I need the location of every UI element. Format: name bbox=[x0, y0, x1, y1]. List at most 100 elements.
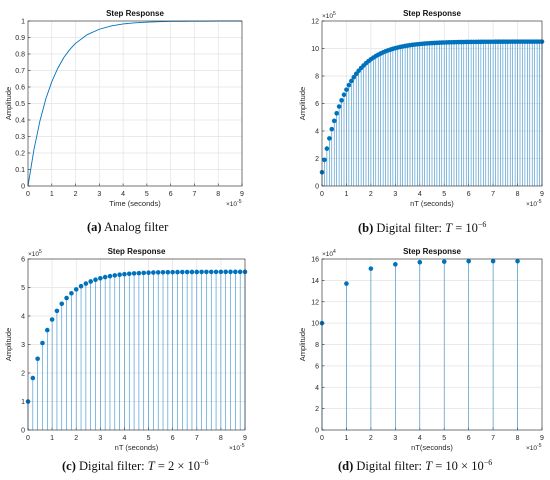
x-tick-label: 4 bbox=[418, 191, 422, 198]
stem-marker bbox=[351, 74, 357, 80]
y-tick-label: 10 bbox=[311, 321, 319, 328]
x-tick-label: 9 bbox=[240, 191, 244, 198]
caption-b-exp: −6 bbox=[477, 220, 487, 229]
y-tick-label: 1 bbox=[21, 19, 25, 26]
y-exponent-power: 5 bbox=[333, 11, 336, 17]
x-tick-label: 7 bbox=[491, 191, 495, 198]
x-tick-label: 6 bbox=[467, 191, 471, 198]
x-exponent-power: -5 bbox=[537, 199, 542, 205]
x-tick-label: 1 bbox=[344, 191, 348, 198]
y-tick-label: 0.3 bbox=[15, 134, 25, 141]
x-tick-label: 8 bbox=[219, 435, 223, 442]
stem-marker bbox=[136, 270, 142, 276]
y-tick-label: 10 bbox=[311, 46, 319, 53]
stem-marker bbox=[213, 269, 219, 275]
y-exponent-base: ×10 bbox=[322, 251, 333, 258]
stem-marker bbox=[353, 71, 359, 77]
x-tick-label: 7 bbox=[491, 435, 495, 442]
axes-frame bbox=[27, 258, 246, 431]
y-tick-label: 0 bbox=[315, 184, 319, 191]
x-tick-label: 0 bbox=[320, 191, 324, 198]
x-exponent-power: -5 bbox=[237, 199, 242, 205]
y-axis-label: Amplitude bbox=[4, 87, 13, 120]
chart-title: Step Response bbox=[108, 247, 166, 256]
y-tick-label: 12 bbox=[311, 19, 319, 26]
stem-marker bbox=[194, 269, 200, 275]
x-tick-label: 2 bbox=[74, 191, 78, 198]
stem-marker bbox=[88, 279, 93, 284]
x-tick-label: 6 bbox=[171, 435, 175, 442]
caption-a-text: Analog filter bbox=[104, 220, 169, 234]
y-tick-label: 0 bbox=[21, 184, 25, 191]
stem-marker bbox=[324, 146, 330, 151]
stem-marker bbox=[237, 269, 243, 275]
x-tick-label: 5 bbox=[145, 191, 149, 198]
x-tick-label: 8 bbox=[516, 191, 520, 198]
x-tick-label: 6 bbox=[169, 191, 173, 198]
stem-marker bbox=[83, 281, 89, 286]
y-tick-label: 6 bbox=[315, 363, 319, 370]
x-tick-label: 9 bbox=[540, 435, 544, 442]
y-axis-exponent: ×104 bbox=[322, 249, 336, 258]
stem-marker bbox=[122, 271, 127, 277]
x-axis-label: nT(seconds) bbox=[411, 443, 453, 452]
stem-marker bbox=[107, 273, 113, 279]
axes-frame bbox=[27, 20, 243, 187]
stem-marker bbox=[208, 269, 214, 275]
y-tick-label: 12 bbox=[311, 299, 319, 306]
stem-marker bbox=[336, 104, 342, 109]
y-tick-label: 0.7 bbox=[15, 68, 25, 75]
stem-marker bbox=[199, 269, 204, 275]
caption-d-eq: = 10 × 10 bbox=[432, 459, 484, 474]
stem-marker bbox=[44, 327, 50, 333]
x-tick-label: 1 bbox=[50, 191, 54, 198]
y-exponent-power: 5 bbox=[39, 249, 42, 255]
x-tick-label: 2 bbox=[369, 191, 373, 198]
y-tick-label: 4 bbox=[315, 385, 319, 392]
stem-marker bbox=[233, 269, 238, 275]
stem-marker bbox=[64, 295, 69, 301]
stem-marker bbox=[49, 317, 55, 322]
stem-marker bbox=[331, 118, 337, 124]
y-tick-label: 8 bbox=[315, 74, 319, 81]
y-tick-label: 0.8 bbox=[15, 52, 25, 59]
x-tick-label: 3 bbox=[393, 191, 397, 198]
stem-marker bbox=[329, 126, 335, 132]
stem-marker bbox=[117, 272, 122, 278]
y-tick-label: 0.2 bbox=[15, 151, 25, 158]
stem-marker bbox=[339, 98, 344, 103]
y-tick-label: 0 bbox=[315, 428, 319, 435]
x-exponent-base: ×10 bbox=[229, 445, 240, 452]
x-tick-label: 3 bbox=[393, 435, 397, 442]
stem-marker bbox=[78, 283, 84, 289]
stem-marker bbox=[189, 269, 195, 275]
stem-marker bbox=[322, 157, 327, 163]
stem-marker bbox=[93, 277, 98, 283]
stem-marker bbox=[180, 269, 185, 275]
y-exponent-base: ×10 bbox=[28, 251, 39, 258]
stem-marker bbox=[59, 301, 65, 307]
x-tick-label: 2 bbox=[74, 435, 78, 442]
x-exponent-base: ×10 bbox=[526, 445, 537, 452]
stem-marker bbox=[218, 269, 224, 275]
stem-marker bbox=[368, 266, 374, 271]
caption-b: (b) Digital filter: T = 10−6 bbox=[358, 220, 486, 236]
stem-marker bbox=[228, 269, 233, 275]
x-tick-label: 2 bbox=[369, 435, 373, 442]
x-tick-label: 5 bbox=[442, 435, 446, 442]
x-tick-label: 0 bbox=[26, 435, 30, 442]
x-tick-label: 4 bbox=[122, 435, 126, 442]
x-tick-label: 9 bbox=[540, 191, 544, 198]
x-exponent-base: ×10 bbox=[526, 201, 537, 208]
x-tick-label: 8 bbox=[516, 435, 520, 442]
stem-marker bbox=[126, 271, 132, 277]
caption-d-label: (d) bbox=[338, 459, 354, 474]
stem-marker bbox=[346, 82, 352, 88]
x-axis-label: Time (seconds) bbox=[109, 199, 161, 208]
stem-marker bbox=[515, 258, 520, 264]
stem-marker bbox=[327, 136, 332, 141]
x-tick-label: 4 bbox=[121, 191, 125, 198]
caption-d-text: Digital filter: bbox=[356, 459, 426, 474]
caption-d-T: T bbox=[425, 459, 433, 474]
